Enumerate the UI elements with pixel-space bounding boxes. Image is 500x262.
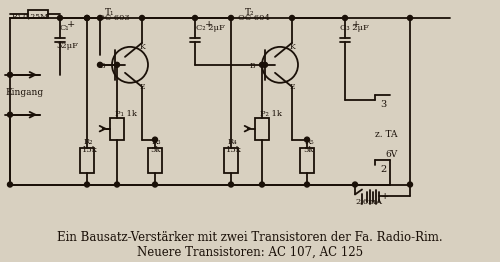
Circle shape [8, 72, 12, 77]
Text: OC 603: OC 603 [98, 14, 130, 22]
Text: +: + [205, 20, 213, 29]
Text: +: + [352, 20, 360, 29]
Text: R₄: R₄ [228, 138, 237, 146]
Text: B: B [100, 62, 105, 70]
Circle shape [352, 182, 358, 187]
Bar [300, 148, 314, 173]
Text: B: B [250, 62, 256, 70]
Text: E: E [290, 83, 296, 91]
Text: C₃ 2μF: C₃ 2μF [340, 24, 369, 32]
Text: 15k: 15k [82, 146, 98, 154]
Text: z. TA: z. TA [375, 130, 398, 139]
Circle shape [304, 137, 310, 142]
Circle shape [98, 15, 102, 20]
Text: 32μF: 32μF [56, 42, 78, 50]
Circle shape [152, 182, 158, 187]
Circle shape [408, 15, 412, 20]
Bar [28, 10, 48, 18]
Circle shape [114, 62, 119, 67]
Text: P₁ 1k: P₁ 1k [115, 110, 137, 118]
Circle shape [408, 182, 412, 187]
Text: 15k: 15k [226, 146, 242, 154]
Text: Eingang: Eingang [5, 88, 43, 97]
Text: P₂ 1k: P₂ 1k [260, 110, 282, 118]
Circle shape [58, 15, 62, 20]
Text: T₁: T₁ [105, 8, 115, 17]
Bar [148, 148, 162, 173]
Text: R₂: R₂ [84, 138, 94, 146]
Text: R₃: R₃ [152, 138, 162, 146]
Circle shape [192, 15, 198, 20]
Circle shape [260, 62, 264, 67]
Text: OC 604: OC 604 [238, 14, 270, 22]
Bar [224, 148, 238, 173]
Text: +: + [381, 193, 389, 201]
Circle shape [304, 182, 310, 187]
Circle shape [84, 15, 89, 20]
Text: T₂: T₂ [245, 8, 254, 17]
Circle shape [228, 182, 234, 187]
Circle shape [8, 182, 12, 187]
Bar [110, 118, 124, 140]
Circle shape [290, 15, 294, 20]
Text: C₂ 2μF: C₂ 2μF [196, 24, 225, 32]
Circle shape [152, 137, 158, 142]
Circle shape [114, 182, 119, 187]
Circle shape [98, 62, 102, 67]
Text: K: K [290, 43, 296, 51]
Text: R₁ 0,25M: R₁ 0,25M [12, 12, 48, 20]
Circle shape [84, 15, 89, 20]
Text: K: K [140, 43, 146, 51]
Text: 5k: 5k [303, 146, 314, 154]
Text: C₁: C₁ [60, 24, 70, 32]
Text: 2,6mA: 2,6mA [355, 198, 382, 205]
Circle shape [262, 62, 268, 67]
Bar [255, 118, 269, 140]
Text: R₅: R₅ [305, 138, 314, 146]
Text: +: + [67, 20, 75, 29]
Circle shape [228, 15, 234, 20]
Text: E: E [140, 83, 145, 91]
Circle shape [84, 182, 89, 187]
Text: Ein Bausatz-Verstärker mit zwei Transistoren der Fa. Radio-Rim.: Ein Bausatz-Verstärker mit zwei Transist… [57, 231, 443, 244]
Text: 2: 2 [380, 165, 386, 173]
Text: 5k: 5k [150, 146, 160, 154]
Bar [80, 148, 94, 173]
Text: 3: 3 [380, 100, 386, 109]
Circle shape [140, 15, 144, 20]
Text: Neuere Transistoren: AC 107, AC 125: Neuere Transistoren: AC 107, AC 125 [137, 245, 363, 258]
Circle shape [342, 15, 347, 20]
Circle shape [8, 112, 12, 117]
Circle shape [260, 182, 264, 187]
Text: 6V: 6V [385, 150, 397, 159]
